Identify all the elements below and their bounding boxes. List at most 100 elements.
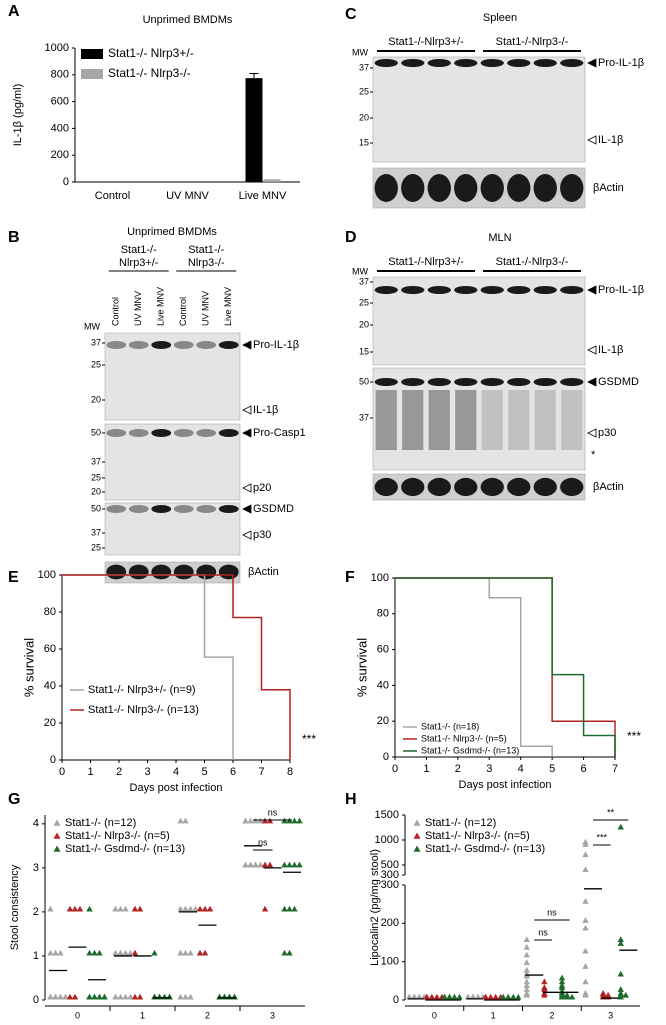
band-label: Pro-Casp1	[253, 427, 306, 439]
x-tick-label: 8	[287, 766, 293, 778]
mw-marker: 37	[91, 337, 101, 347]
survival-line	[62, 574, 291, 760]
blot-strip	[104, 502, 241, 556]
point	[252, 861, 259, 868]
blot-band	[218, 341, 239, 349]
mw-marker: 37	[359, 412, 369, 422]
mw-marker: 15	[359, 346, 369, 356]
y-tick-label: 1	[33, 950, 39, 962]
blot-band	[151, 505, 172, 513]
x-tick-label: 0	[392, 763, 398, 775]
y-tick-label: 60	[377, 644, 389, 656]
point	[86, 993, 93, 1000]
point	[622, 991, 629, 998]
group-label: Nlrp3+/-	[119, 257, 159, 269]
point	[286, 861, 293, 868]
blot-band	[374, 286, 398, 294]
point	[182, 949, 189, 956]
point	[261, 905, 269, 912]
point	[281, 861, 288, 868]
x-tick-label: 7	[258, 766, 264, 778]
group-label: Stat1-/-Nlrp3+/-	[388, 256, 464, 268]
bar	[263, 179, 281, 182]
point	[523, 982, 530, 989]
point	[187, 993, 194, 1000]
point	[523, 966, 530, 973]
point	[47, 949, 54, 956]
y-tick-label: 600	[51, 96, 69, 108]
x-tick-label: 4	[173, 766, 179, 778]
point	[469, 993, 477, 1000]
point	[136, 993, 144, 1000]
point	[482, 993, 489, 1000]
blot-band	[401, 477, 425, 497]
blot-band	[196, 429, 217, 437]
point	[231, 993, 238, 1000]
point	[112, 949, 119, 956]
blot-band	[106, 429, 127, 437]
point	[71, 993, 79, 1000]
x-tick-label: 6	[581, 763, 587, 775]
y-tick-label: 400	[51, 122, 69, 134]
point	[286, 949, 293, 956]
x-tick-label: Live MNV	[239, 190, 287, 202]
x-tick-label: 1	[87, 766, 93, 778]
x-tick-label: 2	[116, 766, 122, 778]
blot-band	[427, 477, 451, 497]
blot-band	[374, 378, 398, 386]
point	[582, 978, 589, 985]
y-tick-label: 20	[44, 717, 56, 729]
point	[617, 823, 624, 830]
point	[151, 993, 158, 1000]
blot-band	[480, 286, 504, 294]
point	[433, 993, 441, 1000]
legend-label: Stat1-/- Gsdmd-/- (n=13)	[65, 843, 185, 855]
point	[582, 924, 589, 931]
group-label: Stat1-/-	[188, 244, 224, 256]
band-label: GSDMD	[598, 376, 639, 388]
annotation: **	[607, 807, 615, 817]
x-tick-label: 3	[608, 1010, 613, 1020]
y-tick-label: 2	[33, 906, 39, 918]
blot-band	[196, 505, 217, 513]
legend-label: Stat1-/- Nlrp3-/- (n=13)	[88, 704, 199, 716]
point	[182, 817, 189, 824]
band-arrow	[587, 58, 597, 68]
x-tick-label: 1	[140, 1010, 145, 1020]
blot-band	[151, 341, 172, 349]
y-tick-label: 40	[44, 680, 56, 692]
point	[582, 917, 589, 923]
point	[131, 905, 139, 912]
point	[617, 993, 624, 1000]
band-label: Pro-IL-1β	[253, 339, 299, 351]
lane-label: UV MNV	[133, 291, 143, 326]
point	[206, 905, 214, 912]
mw-marker: 25	[359, 86, 369, 96]
legend-swatch	[81, 49, 103, 59]
blot-band	[173, 564, 194, 580]
legend-label: Stat1-/- (n=12)	[425, 817, 496, 829]
point	[91, 993, 98, 1000]
annotation: ns	[258, 837, 268, 847]
blot-band	[427, 286, 451, 294]
legend-label: Stat1-/- Nlrp3-/- (n=5)	[425, 830, 530, 842]
point	[117, 905, 124, 912]
lane-label: Live MNV	[223, 287, 233, 326]
point	[57, 993, 64, 1000]
blot-band	[128, 505, 149, 513]
point	[441, 993, 448, 1000]
band-label: Pro-IL-1β	[598, 284, 644, 296]
point	[196, 905, 204, 912]
point	[86, 905, 93, 912]
point	[112, 905, 119, 912]
point	[187, 905, 194, 912]
point	[523, 959, 530, 966]
blot-band	[427, 174, 451, 202]
blot-band	[196, 564, 217, 580]
x-tick-label: 2	[455, 763, 461, 775]
point	[568, 993, 576, 1000]
band-arrow	[587, 428, 597, 438]
y-tick-label: 300	[381, 879, 399, 891]
legend-label: Stat1-/- Nlrp3+/- (n=9)	[88, 684, 196, 696]
point	[411, 993, 418, 1000]
